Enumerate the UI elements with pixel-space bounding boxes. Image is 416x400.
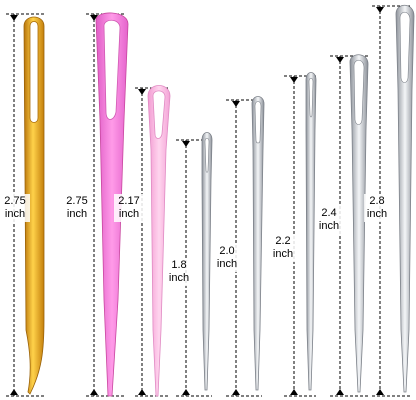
needle-size-label: 2.75 inch <box>0 194 30 222</box>
needle-steel-2-2 <box>305 72 317 391</box>
needle-size-label: 2.0 inch <box>214 244 240 272</box>
needle-steel-1-8 <box>201 132 213 391</box>
needle-steel-2-8 <box>395 4 415 393</box>
needle-size-label: 2.4 inch <box>316 206 342 234</box>
needle-light-pink <box>147 85 171 397</box>
needle-steel-2-0 <box>251 96 265 391</box>
needle-size-label: 2.17 inch <box>114 194 144 222</box>
needle-size-label: 2.8 inch <box>364 194 390 222</box>
needle-steel-2-4 <box>349 54 369 393</box>
needle-size-label: 1.8 inch <box>166 258 192 286</box>
needle-size-label: 2.2 inch <box>270 234 296 262</box>
dimension-arrows <box>10 7 384 395</box>
needle-size-label: 2.75 inch <box>62 194 92 222</box>
needle-pink <box>95 12 129 397</box>
needle-gold <box>23 16 45 395</box>
